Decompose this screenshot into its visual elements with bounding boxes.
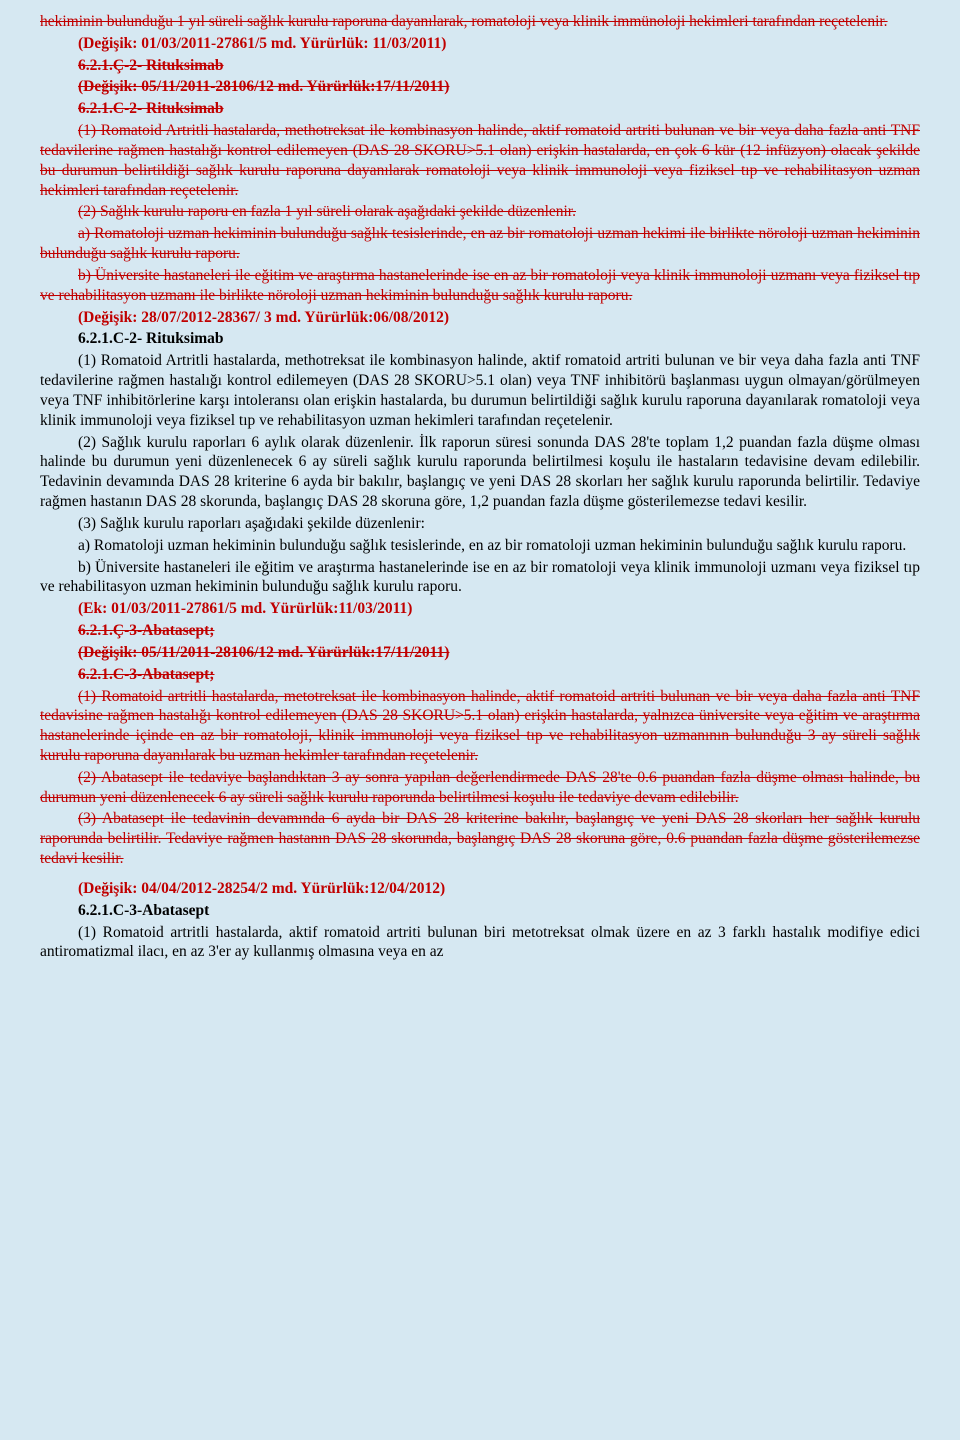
paragraph: hekiminin bulunduğu 1 yıl süreli sağlık … [40,12,920,32]
paragraph: (3) Abatasept ile tedavinin devamında 6 … [40,809,920,868]
paragraph: (2) Sağlık kurulu raporu en fazla 1 yıl … [40,202,920,222]
paragraph: b) Üniversite hastaneleri ile eğitim ve … [40,558,920,598]
paragraph: (Değişik: 01/03/2011-27861/5 md. Yürürlü… [40,34,920,54]
paragraph: 6.2.1.C-2- Rituksimab [40,329,920,349]
paragraph: 6.2.1.C-3-Abatasept; [40,665,920,685]
paragraph: (Değişik: 04/04/2012-28254/2 md. Yürürlü… [40,879,920,899]
paragraph: a) Romatoloji uzman hekiminin bulunduğu … [40,536,920,556]
paragraph: 6.2.1.Ç-2- Rituksimab [40,56,920,76]
paragraph: a) Romatoloji uzman hekiminin bulunduğu … [40,224,920,264]
paragraph: (1) Romatoid artritli hastalarda, metotr… [40,687,920,766]
paragraph: (3) Sağlık kurulu raporları aşağıdaki şe… [40,514,920,534]
document-page: hekiminin bulunduğu 1 yıl süreli sağlık … [20,0,940,984]
paragraph: (1) Romatoid Artritli hastalarda, methot… [40,351,920,430]
paragraph: (Değişik: 05/11/2011-28106/12 md. Yürürl… [40,643,920,663]
paragraph: (1) Romatoid artritli hastalarda, aktif … [40,923,920,963]
paragraph: b) Üniversite hastaneleri ile eğitim ve … [40,266,920,306]
paragraph: (2) Abatasept ile tedaviye başlandıktan … [40,768,920,808]
paragraph: 6.2.1.Ç-3-Abatasept; [40,621,920,641]
paragraph: (Ek: 01/03/2011-27861/5 md. Yürürlük:11/… [40,599,920,619]
blank-line [40,871,920,879]
paragraph: (Değişik: 05/11/2011-28106/12 md. Yürürl… [40,77,920,97]
paragraph: 6.2.1.C-2- Rituksimab [40,99,920,119]
paragraph: (Değişik: 28/07/2012-28367/ 3 md. Yürürl… [40,308,920,328]
paragraph: (2) Sağlık kurulu raporları 6 aylık olar… [40,433,920,512]
paragraph: 6.2.1.C-3-Abatasept [40,901,920,921]
paragraph: (1) Romatoid Artritli hastalarda, methot… [40,121,920,200]
